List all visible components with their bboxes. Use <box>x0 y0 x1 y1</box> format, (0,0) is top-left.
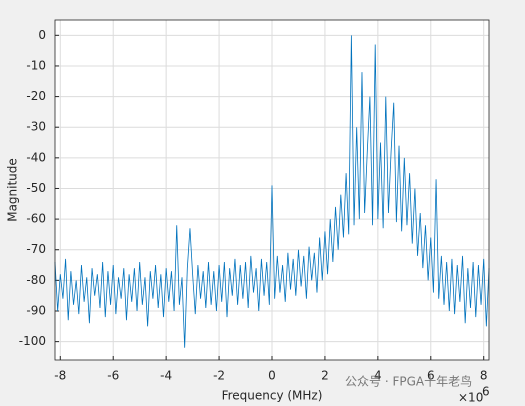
y-tick-label: -20 <box>26 89 46 103</box>
y-tick-label: -90 <box>26 303 46 317</box>
y-tick-label: -100 <box>19 334 46 348</box>
x-tick-label: 2 <box>321 369 329 383</box>
x-tick-label: 0 <box>268 369 276 383</box>
x-tick-label: 4 <box>374 369 382 383</box>
x-multiplier-exponent: 6 <box>482 385 490 399</box>
y-tick-label: -70 <box>26 242 46 256</box>
x-axis-label: Frequency (MHz) <box>222 389 323 403</box>
watermark: 公众号 · FPGA十年老鸟 <box>345 374 472 389</box>
y-axis-label: Magnitude <box>6 158 20 222</box>
y-tick-label: -30 <box>26 120 46 134</box>
x-tick-label: -6 <box>107 369 119 383</box>
y-tick-label: -10 <box>26 58 46 72</box>
spectrum-line <box>54 35 490 348</box>
y-tick-label: -60 <box>26 212 46 226</box>
y-tick-label: -50 <box>26 181 46 195</box>
x-tick-label: 6 <box>427 369 435 383</box>
x-tick-label: 8 <box>480 369 488 383</box>
x-tick-label: -4 <box>160 369 172 383</box>
y-tick-label: -80 <box>26 273 46 287</box>
y-tick-label: 0 <box>38 28 46 42</box>
y-tick-label: -40 <box>26 150 46 164</box>
x-multiplier: ×10 <box>458 391 483 405</box>
x-tick-label: -8 <box>54 369 66 383</box>
x-tick-label: -2 <box>213 369 225 383</box>
axes-box <box>54 19 490 361</box>
